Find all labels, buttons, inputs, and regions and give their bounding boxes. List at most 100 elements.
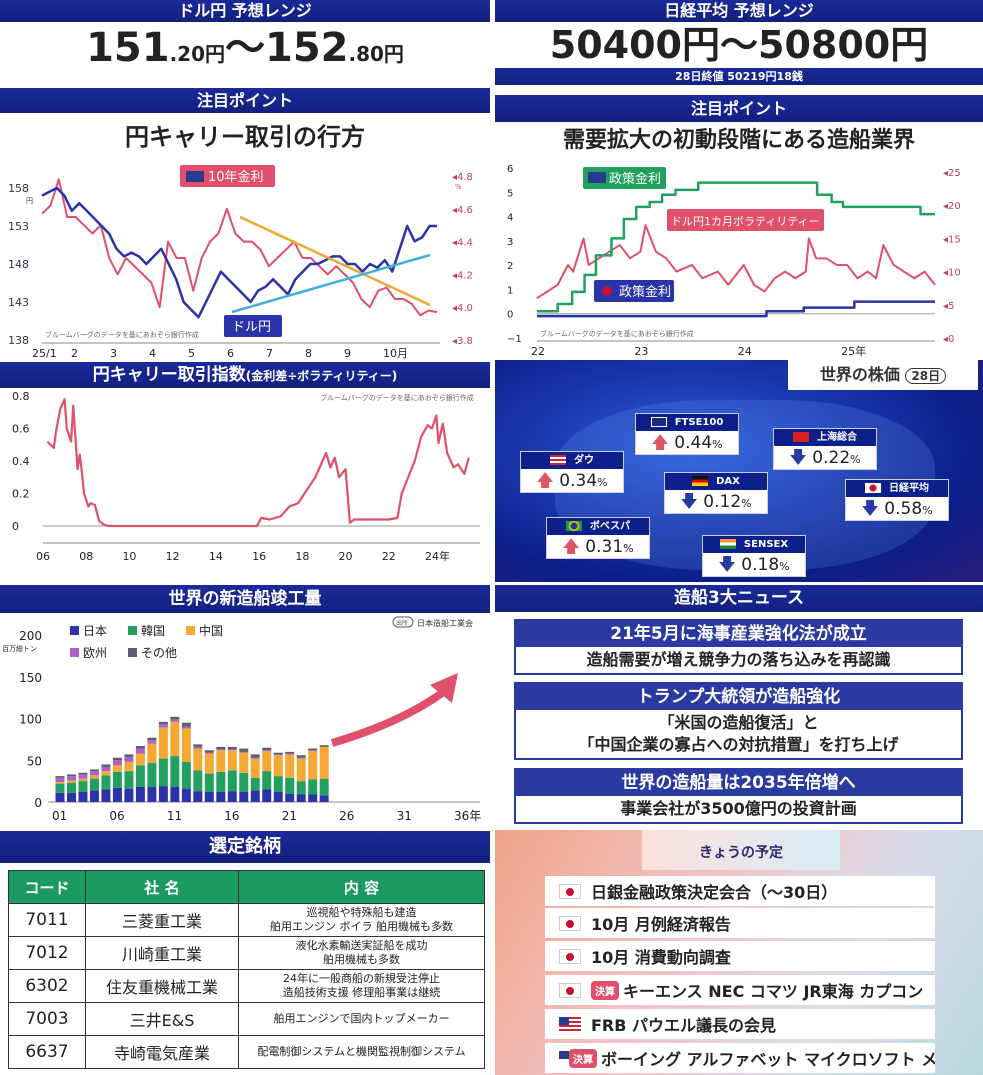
us-rate-label: 政策金利 [609,171,661,187]
x-tick: 2 [71,347,78,360]
shipbuilding-chart: 200 150 100 50 0 百万総トン 01 06 11 16 21 26 31 36年 出所 日本造船… [2,616,481,823]
stock-change: 🡇 0.22% [774,446,876,472]
bar-segment [78,791,88,802]
schedule-item: 10月 消費動向調査 [545,941,935,971]
bar-segment [124,788,134,802]
y-tick: 0.4 [12,455,30,468]
bar-segment [170,786,180,802]
index-name: ボベスパ [589,521,631,532]
x-tick: 31 [397,809,412,823]
bar-segment [193,744,203,747]
legend-label: 欧州 [83,646,107,660]
title-text: 世界の株価 [819,365,900,384]
table-row: 7003 三井E&S 舶用エンジンで国内トップメーカー [8,1002,485,1036]
range-high: 152 [265,25,349,71]
bar-segment [78,781,88,792]
bar-segment [239,751,249,753]
bar-segment [319,778,329,796]
usdjpy-range-value: 151.20円～152.80円 [0,22,490,80]
us10y-label: 10年金利 [208,169,264,185]
bar-segment [227,746,237,750]
bar-segment [204,791,214,802]
stock-name: ダウ [521,452,623,469]
company-name: 三井E&S [85,1002,239,1036]
y-left-tick: 153 [8,220,29,233]
bar-segment [147,762,157,787]
stock-code: 6302 [8,969,86,1003]
y-left-tick: 0 [507,310,513,321]
bar-segment [66,782,76,793]
bar-segment [55,783,65,793]
x-tick: 22 [382,550,396,563]
y-right-tick: ◂5 [943,301,954,312]
bar-segment [250,754,260,758]
usdjpy-us10y-chart: 158 153 148 143 138 円 ◂4.8 ◂4.6 ◂4.4 ◂4.2 ◂4.0 ◂3.8… [8,165,473,360]
jp-rate-label: 政策金利 [619,284,671,300]
content-line: 24年に一般商船の新規受注停止 [283,972,440,985]
bar-segment [227,791,237,802]
x-tick: 5 [188,347,195,360]
arrow-up-icon: 🡅 [536,471,554,491]
bar-segment [319,745,329,747]
vol-label: ドル円1カ月ボラティリティー [671,215,820,228]
x-tick: 01 [52,809,67,823]
stock-name: DAX [665,473,767,490]
x-tick: 9 [344,347,351,360]
bar-segment [308,779,318,795]
x-tick: 10 [122,550,136,563]
y-left-tick: 143 [8,296,29,309]
world-stocks-title: 世界の株価 28日 [788,360,978,390]
bar-segment [101,766,111,772]
bar-segment [181,726,191,729]
y-left-tick: 148 [8,258,29,271]
flag-cn-icon [793,432,809,442]
source-tag: 出所 [396,619,408,627]
bar-segment [296,755,306,758]
bar-segment [158,721,168,725]
range-sep: ～ [225,25,265,71]
news-item-2: トランプ大統領が造船強化 「米国の造船復活」と 「中国企業の寡占への対抗措置」を打ち… [514,682,963,760]
index-name: SENSEX [743,539,789,550]
content: 液化水素輸送実証船を成功 舶用機械も多数 [238,936,485,970]
flag-de-icon [692,476,709,486]
bar-segment [135,765,145,787]
y-left-tick: 158 [8,182,29,195]
x-tick: 25/1 [32,347,57,360]
bar-segment [78,772,88,775]
x-tick: 20 [339,550,353,563]
source-note: 日本造船工業会 [417,618,473,628]
stock-change: 🡇 0.12% [665,490,767,516]
y-left-tick: 1 [507,285,513,296]
jp-rate-label-bg [594,280,674,302]
bar-segment [216,750,226,772]
x-tick: 8 [305,347,312,360]
stock-card-上海総合: 上海総合 🡇 0.22% [773,428,877,470]
bar-segment [204,752,214,754]
usdjpy-line [41,186,437,319]
change-value: 0.31 [585,537,624,557]
x-tick: 24 [738,345,752,358]
bar-segment [262,747,272,751]
col-content: 内 容 [238,870,485,904]
point-header-left: 注目ポイント [0,88,490,113]
schedule-text: キーエンス NEC コマツ JR東海 カプコン [623,982,924,1001]
content-line: 液化水素輸送実証船を成功 [295,939,428,952]
bar-segment [124,771,134,789]
flag-jp-icon [559,982,581,998]
bar-segment [112,787,122,802]
legend-swatch [70,648,79,657]
bar-segment [250,758,260,778]
range-low: 151 [86,25,170,71]
y-right-tick: ◂4.6 [452,205,473,216]
vol-label-bg [667,209,824,231]
bar-segment [112,760,122,766]
index-name: DAX [716,476,740,487]
bar-segment [55,792,65,802]
x-tick: 18 [295,550,309,563]
stock-card-ボベスパ: ボベスパ 🡅 0.31% [546,517,650,559]
bar-segment [273,776,283,792]
bar-segment [158,724,168,728]
news-item-3: 世界の造船量は2035年倍増へ 事業会社が3500億円の投資計画 [514,768,963,824]
index-name: 上海総合 [817,432,857,443]
stock-name: ボベスパ [547,518,649,535]
